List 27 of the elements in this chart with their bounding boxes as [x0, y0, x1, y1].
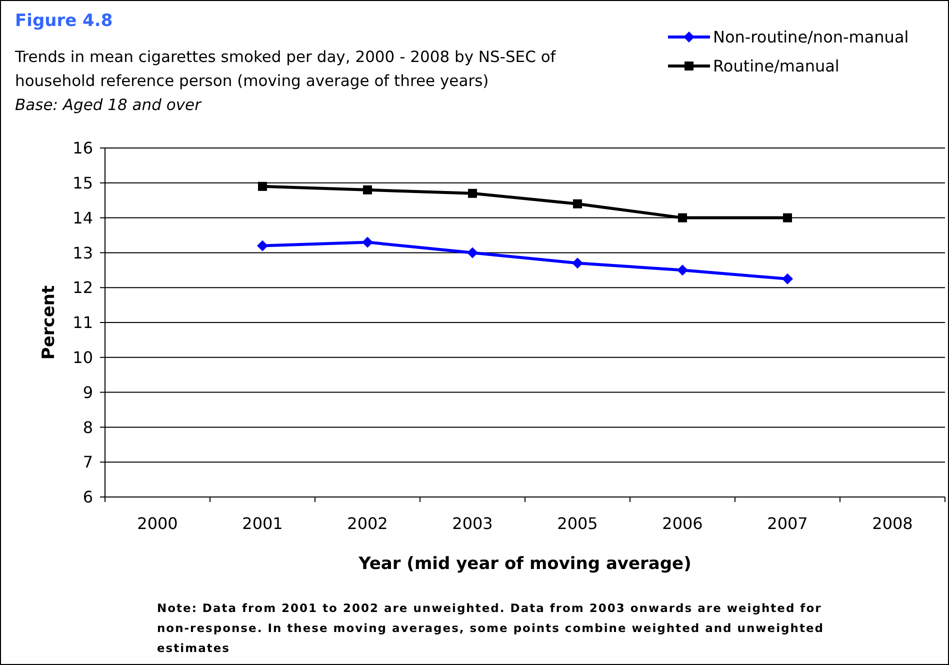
y-tick-label: 7 [82, 452, 93, 472]
x-tick-label: 2005 [557, 514, 598, 533]
y-tick-label: 8 [82, 418, 93, 437]
x-tick-label: 2006 [662, 514, 703, 533]
x-tick-label: 2008 [872, 514, 913, 533]
x-axis-title: Year (mid year of moving average) [358, 554, 692, 574]
legend-label: Routine/manual [713, 56, 840, 76]
chart-subtitle: Trends in mean cigarettes smoked per day, 2000 - 2008 by NS-SEC of household reference person (moving average of three years) [14, 48, 556, 90]
y-tick-label: 11 [72, 313, 93, 332]
y-tick-label: 12 [72, 278, 93, 298]
y-tick-label: 13 [72, 243, 93, 262]
y-axis-title: Percent [39, 285, 59, 360]
x-tick-label: 2003 [452, 514, 493, 533]
x-tick-label: 2007 [767, 514, 808, 533]
x-tick-label: 2002 [347, 514, 388, 533]
text: Note: Data from 2001 to 2002 are unweighted. Data from 2003 onwards are weighted for non-response. In these moving averages, some points combine weighted and unweighted estimates [157, 601, 824, 655]
y-tick-label: 14 [72, 208, 93, 228]
y-tick-label: 16 [72, 138, 93, 158]
y-tick-label: 9 [82, 382, 93, 402]
y-tick-label: 10 [72, 348, 93, 367]
chart-title: Figure 4.8 [15, 11, 113, 31]
x-tick-label: 2000 [137, 514, 178, 533]
y-tick-label: 15 [72, 174, 93, 192]
text: Base: Aged 18 and over [15, 96, 203, 114]
y-tick-label: 6 [82, 488, 93, 507]
legend-label: Non-routine/non-manual [713, 28, 909, 47]
x-tick-label: 2001 [242, 514, 283, 533]
